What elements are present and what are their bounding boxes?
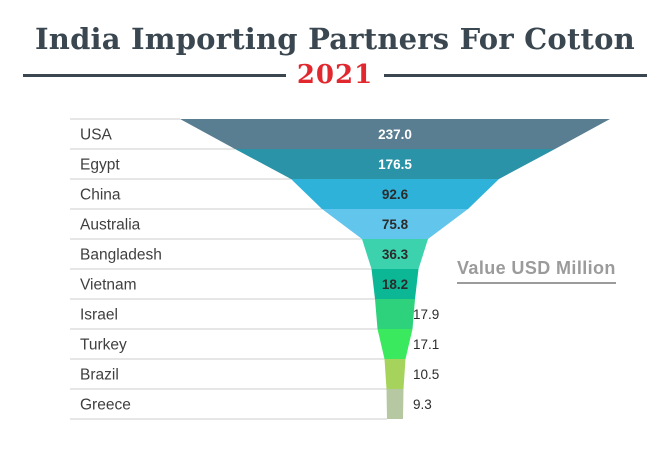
funnel-segment-china[interactable]	[291, 179, 499, 209]
value-label: 75.8	[382, 217, 409, 232]
unit-note: Value USD Million	[457, 258, 616, 284]
value-label: 18.2	[382, 277, 408, 292]
category-label-vietnam: Vietnam	[80, 277, 137, 294]
funnel-chart: USA Egypt China Australia Bangladesh Vietnam I…	[70, 118, 610, 420]
funnel-segment-vietnam[interactable]	[371, 269, 419, 299]
category-label-bangladesh: Bangladesh	[80, 247, 162, 264]
value-label: 10.5	[413, 367, 439, 382]
funnel-segment-usa[interactable]	[180, 119, 610, 149]
subtitle-row: 2021	[0, 62, 670, 88]
funnel-chart-area: USA Egypt China Australia Bangladesh Vietnam I…	[0, 105, 670, 450]
category-label-china: China	[80, 187, 121, 204]
funnel-segment-australia[interactable]	[322, 209, 468, 239]
value-label: 17.9	[413, 307, 439, 322]
value-label: 17.1	[413, 337, 439, 352]
category-label-turkey: Turkey	[80, 337, 127, 354]
funnel-segment-bangladesh[interactable]	[362, 239, 428, 269]
value-label: 176.5	[378, 157, 412, 172]
year-label: 2021	[296, 60, 374, 90]
funnel-segment-brazil[interactable]	[384, 359, 406, 389]
category-label-australia: Australia	[80, 217, 141, 234]
left-rule-divider	[22, 73, 286, 77]
category-label-brazil: Brazil	[80, 367, 119, 384]
value-label: 92.6	[382, 187, 409, 202]
funnel-segment-israel[interactable]	[375, 299, 415, 329]
funnel-segment-greece[interactable]	[386, 389, 404, 419]
funnel-segment-turkey[interactable]	[377, 329, 413, 359]
category-label-greece: Greece	[80, 397, 131, 414]
value-label: 237.0	[378, 127, 412, 142]
category-label-israel: Israel	[80, 307, 118, 324]
value-label: 36.3	[382, 247, 409, 262]
chart-title: India Importing Partners For Cotton	[35, 22, 635, 56]
value-label: 9.3	[413, 397, 432, 412]
funnel-segment-egypt[interactable]	[235, 149, 555, 179]
category-label-usa: USA	[80, 127, 113, 144]
category-label-egypt: Egypt	[80, 157, 120, 174]
right-rule-divider	[384, 73, 648, 77]
